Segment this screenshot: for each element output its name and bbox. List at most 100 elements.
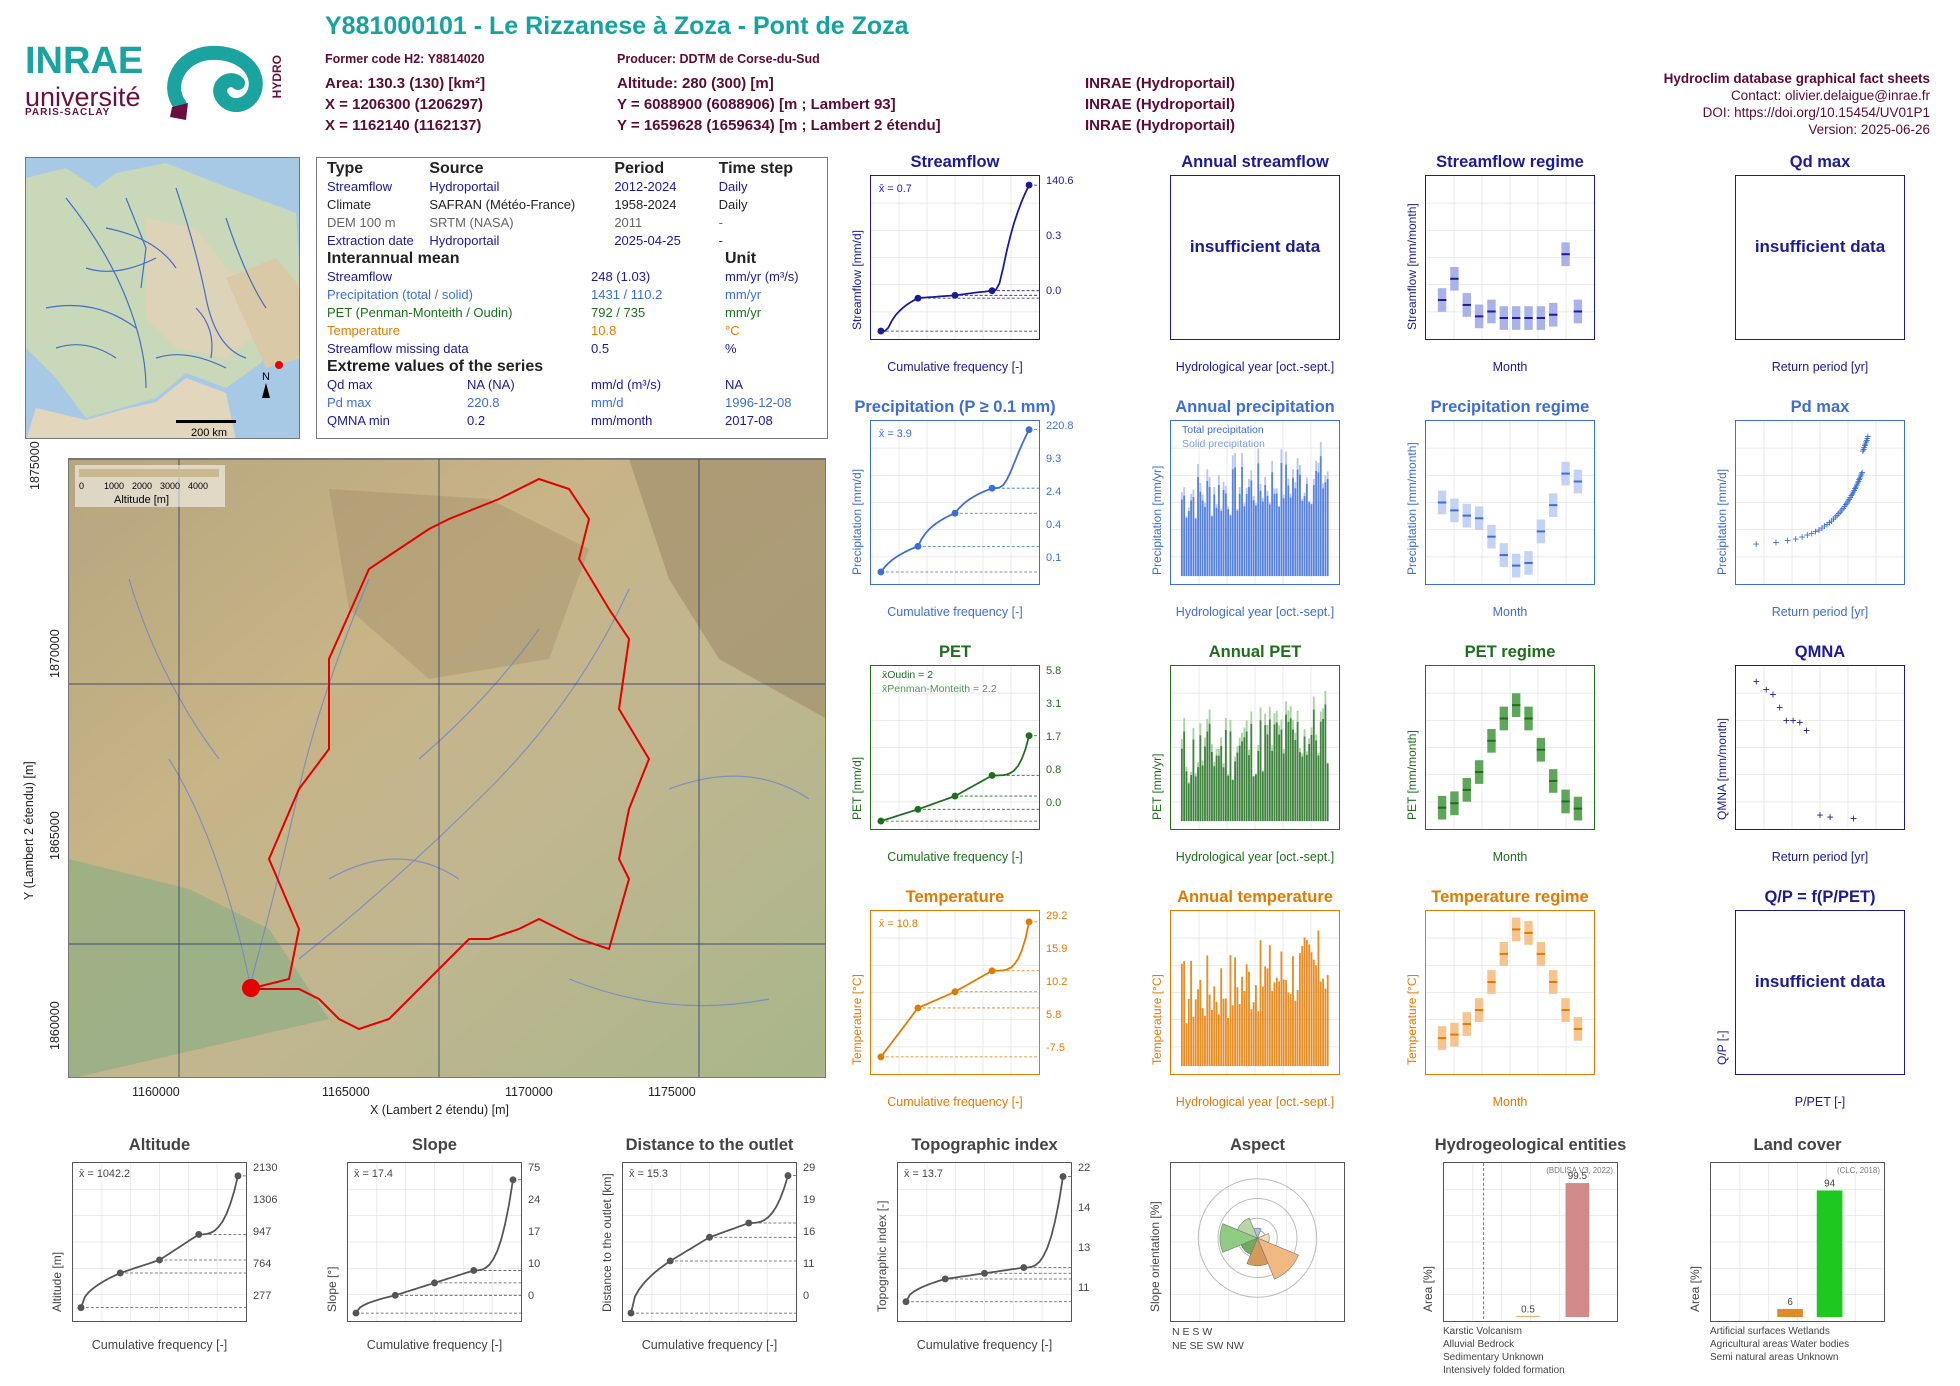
topo-title: Topographic index — [911, 1136, 1058, 1154]
annual_pet-bar-top — [1275, 710, 1278, 723]
annual_temperature-bar — [1204, 1015, 1206, 1067]
legend-pm: x̄Penman-Monteith = 2.2 — [882, 683, 997, 695]
topo-ylabel: Topographic index [-] — [875, 1200, 889, 1312]
altitude-title: Altitude — [128, 1136, 191, 1154]
annual_pet-title: Annual PET — [1208, 643, 1302, 661]
annual_precipitation-bar-top — [1245, 487, 1248, 494]
annual_pet-bar — [1326, 763, 1329, 822]
cell: Extraction date — [327, 233, 414, 248]
qp-title: Q/P = f(P/PET) — [1764, 888, 1876, 906]
mean-row: Streamflow missing data 0.5 % — [327, 340, 817, 358]
pd_max-point: + — [1812, 525, 1819, 539]
landcover-value: 94 — [1824, 1179, 1835, 1190]
annual_temperature-bar — [1289, 993, 1292, 1067]
annual_temperature-bar — [1255, 985, 1257, 1067]
annual_temperature-ylabel: Temperature [°C] — [1150, 974, 1164, 1065]
altitude-mean: x̄ = 1042.2 — [79, 1168, 130, 1180]
cell: Streamflow — [327, 269, 393, 284]
annual_precipitation-bar-top — [1201, 494, 1204, 501]
annual_pet-bar — [1236, 752, 1239, 822]
annual_precipitation-bar — [1204, 506, 1206, 577]
qmna-title: QMNA — [1794, 643, 1846, 661]
pd_max-point: + — [1852, 482, 1859, 496]
annual_precipitation-bar-top — [1252, 495, 1255, 501]
slope-right-tick: 24 — [528, 1194, 541, 1206]
pd_max-point: + — [1848, 489, 1855, 503]
qmna-point: + — [1770, 688, 1777, 702]
annual_pet-bar — [1282, 753, 1285, 822]
annual_precipitation-bar — [1231, 469, 1234, 577]
topo-mean: x̄ = 13.7 — [904, 1168, 943, 1180]
topo-right-tick: 11 — [1078, 1282, 1090, 1294]
pd_max-point: + — [1784, 534, 1791, 548]
annual_temperature-bar — [1273, 982, 1276, 1067]
cell: DEM 100 m — [327, 215, 396, 230]
annual_precipitation-bar — [1301, 500, 1304, 577]
annual_precipitation-bar — [1282, 498, 1285, 577]
hydro-text: HYDRO — [270, 55, 284, 99]
annual_temperature-bar — [1303, 937, 1306, 1067]
annual_pet-bar — [1183, 731, 1186, 822]
annual_precipitation-bar — [1217, 484, 1220, 577]
cell: % — [725, 341, 737, 356]
extreme-row: Pd max 220.8 mm/d 1996-12-08 — [327, 394, 817, 412]
temperature-title: Temperature — [905, 888, 1005, 906]
annual_pet-bar — [1275, 722, 1278, 822]
annual_pet-bar — [1303, 736, 1306, 822]
annual_pet-bar-top — [1204, 737, 1206, 747]
distance-xlabel: Cumulative frequency [-] — [641, 1338, 778, 1352]
annual_precipitation-bar — [1215, 507, 1218, 577]
annual_pet-bar — [1296, 721, 1299, 822]
annual_pet-bar-top — [1322, 708, 1324, 719]
cell: - — [718, 215, 723, 230]
streamflow-right-tick: 140.6 — [1046, 175, 1074, 187]
pd_max-point: + — [1846, 492, 1853, 506]
pet-right-tick: 5.8 — [1046, 665, 1062, 677]
annual_temperature-bar — [1236, 987, 1239, 1067]
distance-right-tick: 19 — [803, 1194, 816, 1206]
cell: 0.2 — [467, 413, 486, 428]
hydrogeo-legend-1: Karstic Volcanism — [1443, 1326, 1522, 1337]
pd_max-point: + — [1841, 499, 1848, 513]
annual_pet-bar-top — [1241, 732, 1243, 742]
cell: 10.8 — [591, 323, 617, 338]
info-table: Type Source Period Time step Streamflow … — [316, 157, 828, 439]
source-1: INRAE (Hydroportail) — [1085, 75, 1235, 92]
annual_pet-bar-top — [1180, 739, 1183, 749]
precipitation-right-tick: 2.4 — [1046, 486, 1062, 498]
annual_pet-bar — [1204, 746, 1206, 822]
cell: 248 (1.03) — [591, 269, 651, 284]
annual_precipitation-bar-top — [1204, 502, 1206, 507]
pet-right-tick: 1.7 — [1046, 731, 1062, 743]
annual_precipitation-bar — [1180, 499, 1183, 577]
precipitation-right-tick: 0.1 — [1046, 552, 1062, 564]
pet_regime-xlabel: Month — [1492, 850, 1528, 864]
pd_max-point: + — [1834, 508, 1841, 522]
annual_precipitation-chart — [1170, 420, 1340, 585]
annual_temperature-bar — [1197, 989, 1199, 1067]
annual_temperature-bar — [1187, 998, 1190, 1067]
hydrogeo-legend-3: Sedimentary Unknown — [1443, 1352, 1544, 1363]
annual_temperature-bar — [1326, 975, 1329, 1067]
annual_pet-chart — [1170, 665, 1340, 830]
pet-right-tick: 3.1 — [1046, 698, 1062, 710]
annual_precipitation-bar — [1278, 506, 1281, 577]
annual_temperature-bar — [1271, 991, 1274, 1067]
annual_temperature-bar — [1215, 1001, 1218, 1067]
cell: SAFRAN (Météo-France) — [429, 197, 576, 212]
annual_precipitation-bar — [1324, 482, 1327, 577]
annual_pet-bar-top — [1271, 745, 1274, 751]
annual_precipitation-bar — [1201, 500, 1204, 577]
annual_precipitation-bar — [1220, 510, 1223, 577]
qmna-point: + — [1796, 715, 1803, 729]
annual_temperature-bar — [1298, 953, 1301, 1067]
pd_max-point: + — [1858, 467, 1865, 481]
annual_precipitation-bar — [1257, 463, 1260, 577]
annual_precipitation-bar-top — [1280, 449, 1283, 464]
hydrogeo-legend-2: Alluvial Bedrock — [1443, 1339, 1515, 1350]
annual_pet-bar-top — [1294, 733, 1297, 740]
cell: mm/yr — [725, 287, 762, 302]
inrae-logo: INRAE — [25, 40, 144, 82]
annual_streamflow-title: Annual streamflow — [1181, 153, 1329, 171]
annual_precipitation-bar-top — [1211, 515, 1213, 517]
